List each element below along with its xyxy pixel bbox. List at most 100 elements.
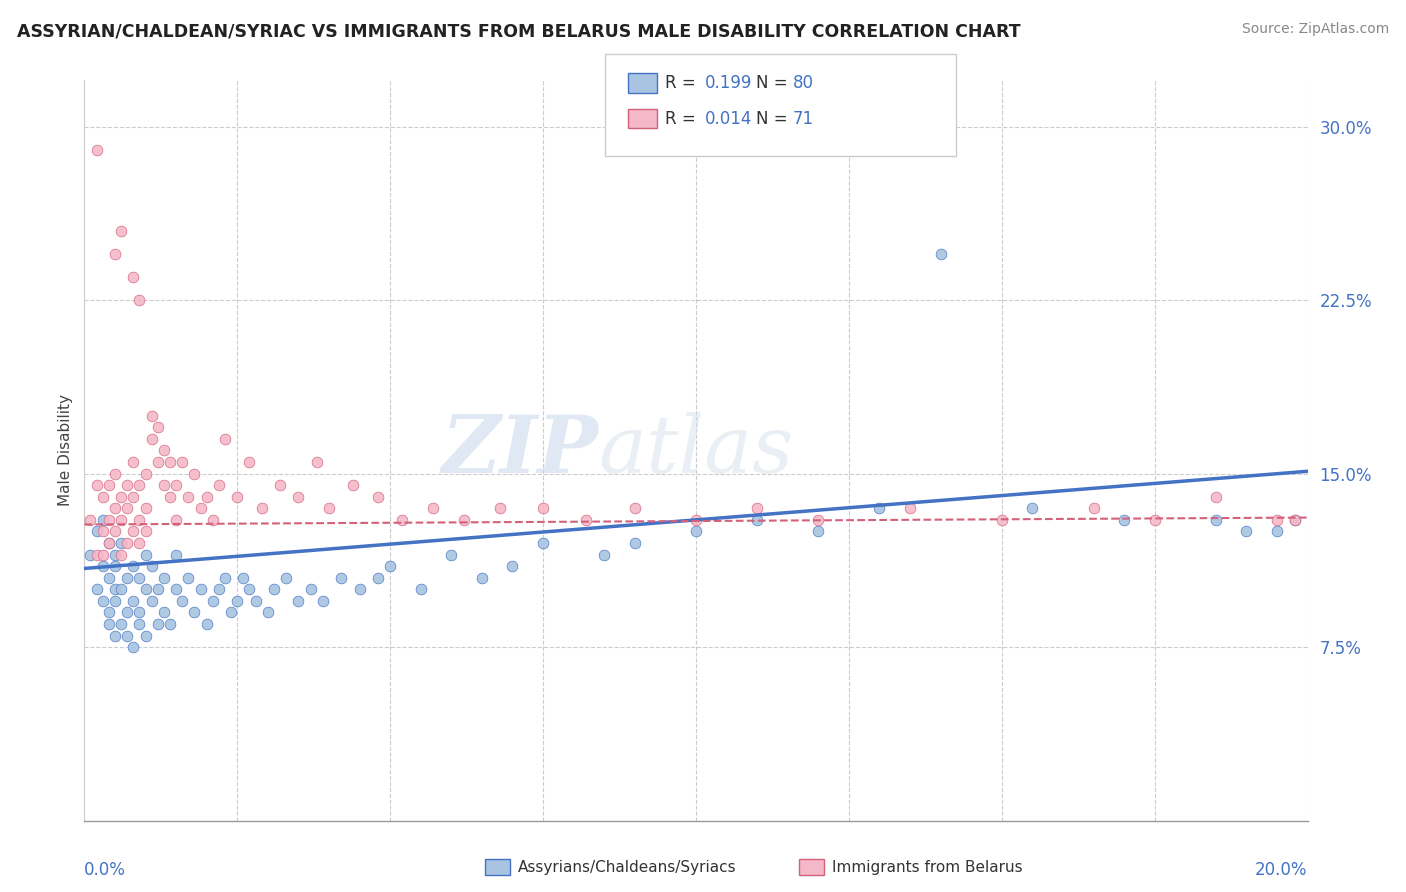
Text: Assyrians/Chaldeans/Syriacs: Assyrians/Chaldeans/Syriacs: [517, 860, 735, 874]
Point: [1143, 513, 1166, 527]
Point: [122, 269, 145, 284]
Point: [391, 513, 413, 527]
Point: [165, 582, 187, 597]
Point: [214, 432, 236, 446]
Point: [86, 548, 108, 562]
Text: atlas: atlas: [598, 412, 793, 489]
Point: [110, 548, 132, 562]
Point: [91, 594, 114, 608]
Point: [128, 571, 150, 585]
Point: [330, 571, 353, 585]
Point: [104, 548, 127, 562]
Point: [110, 513, 132, 527]
Point: [263, 582, 285, 597]
Point: [238, 455, 260, 469]
Point: [141, 559, 163, 574]
Point: [747, 513, 769, 527]
Point: [575, 513, 598, 527]
Point: [245, 594, 267, 608]
Point: [159, 455, 181, 469]
Point: [1205, 513, 1227, 527]
Text: ZIP: ZIP: [441, 412, 598, 489]
Point: [146, 617, 169, 632]
Point: [453, 513, 475, 527]
Point: [104, 501, 127, 516]
Point: [122, 559, 145, 574]
Text: 80: 80: [793, 74, 814, 92]
Point: [128, 478, 150, 492]
Point: [91, 490, 114, 504]
Point: [287, 490, 309, 504]
Point: [1284, 513, 1306, 527]
Point: [110, 490, 132, 504]
Point: [97, 536, 120, 550]
Point: [1265, 513, 1288, 527]
Point: [991, 513, 1014, 527]
Point: [146, 455, 169, 469]
Point: [190, 582, 212, 597]
Point: [97, 513, 120, 527]
Text: 20.0%: 20.0%: [1256, 862, 1308, 880]
Text: N =: N =: [756, 74, 793, 92]
Point: [502, 559, 524, 574]
Point: [146, 420, 169, 434]
Point: [128, 513, 150, 527]
Point: [685, 513, 707, 527]
Text: ASSYRIAN/CHALDEAN/SYRIAC VS IMMIGRANTS FROM BELARUS MALE DISABILITY CORRELATION : ASSYRIAN/CHALDEAN/SYRIAC VS IMMIGRANTS F…: [17, 22, 1021, 40]
Point: [159, 617, 181, 632]
Point: [128, 536, 150, 550]
Text: Source: ZipAtlas.com: Source: ZipAtlas.com: [1241, 22, 1389, 37]
Point: [1284, 513, 1306, 527]
Point: [257, 606, 280, 620]
Point: [97, 571, 120, 585]
Point: [1265, 524, 1288, 539]
Point: [1021, 501, 1043, 516]
Point: [104, 582, 127, 597]
Point: [299, 582, 322, 597]
Point: [153, 606, 176, 620]
Text: Immigrants from Belarus: Immigrants from Belarus: [832, 860, 1024, 874]
Point: [86, 582, 108, 597]
Point: [287, 594, 309, 608]
Point: [312, 594, 335, 608]
Point: [128, 606, 150, 620]
Point: [1236, 524, 1258, 539]
Point: [86, 478, 108, 492]
Point: [91, 513, 114, 527]
Point: [135, 467, 157, 481]
Point: [1205, 490, 1227, 504]
Point: [807, 513, 830, 527]
Point: [318, 501, 340, 516]
Point: [208, 478, 231, 492]
Point: [104, 594, 127, 608]
Point: [141, 594, 163, 608]
Point: [201, 594, 224, 608]
Point: [122, 594, 145, 608]
Point: [165, 513, 187, 527]
Point: [195, 617, 218, 632]
Point: [349, 582, 371, 597]
Point: [165, 548, 187, 562]
Point: [115, 536, 138, 550]
Point: [135, 501, 157, 516]
Point: [153, 571, 176, 585]
Point: [159, 490, 181, 504]
Point: [97, 606, 120, 620]
Point: [104, 467, 127, 481]
Point: [747, 501, 769, 516]
Point: [342, 478, 364, 492]
Point: [122, 455, 145, 469]
Point: [226, 490, 249, 504]
Point: [135, 548, 157, 562]
Point: [1083, 501, 1105, 516]
Point: [214, 571, 236, 585]
Point: [226, 594, 249, 608]
Point: [97, 536, 120, 550]
Point: [115, 501, 138, 516]
Point: [685, 524, 707, 539]
Point: [110, 224, 132, 238]
Point: [97, 478, 120, 492]
Point: [471, 571, 494, 585]
Point: [153, 443, 176, 458]
Point: [624, 501, 647, 516]
